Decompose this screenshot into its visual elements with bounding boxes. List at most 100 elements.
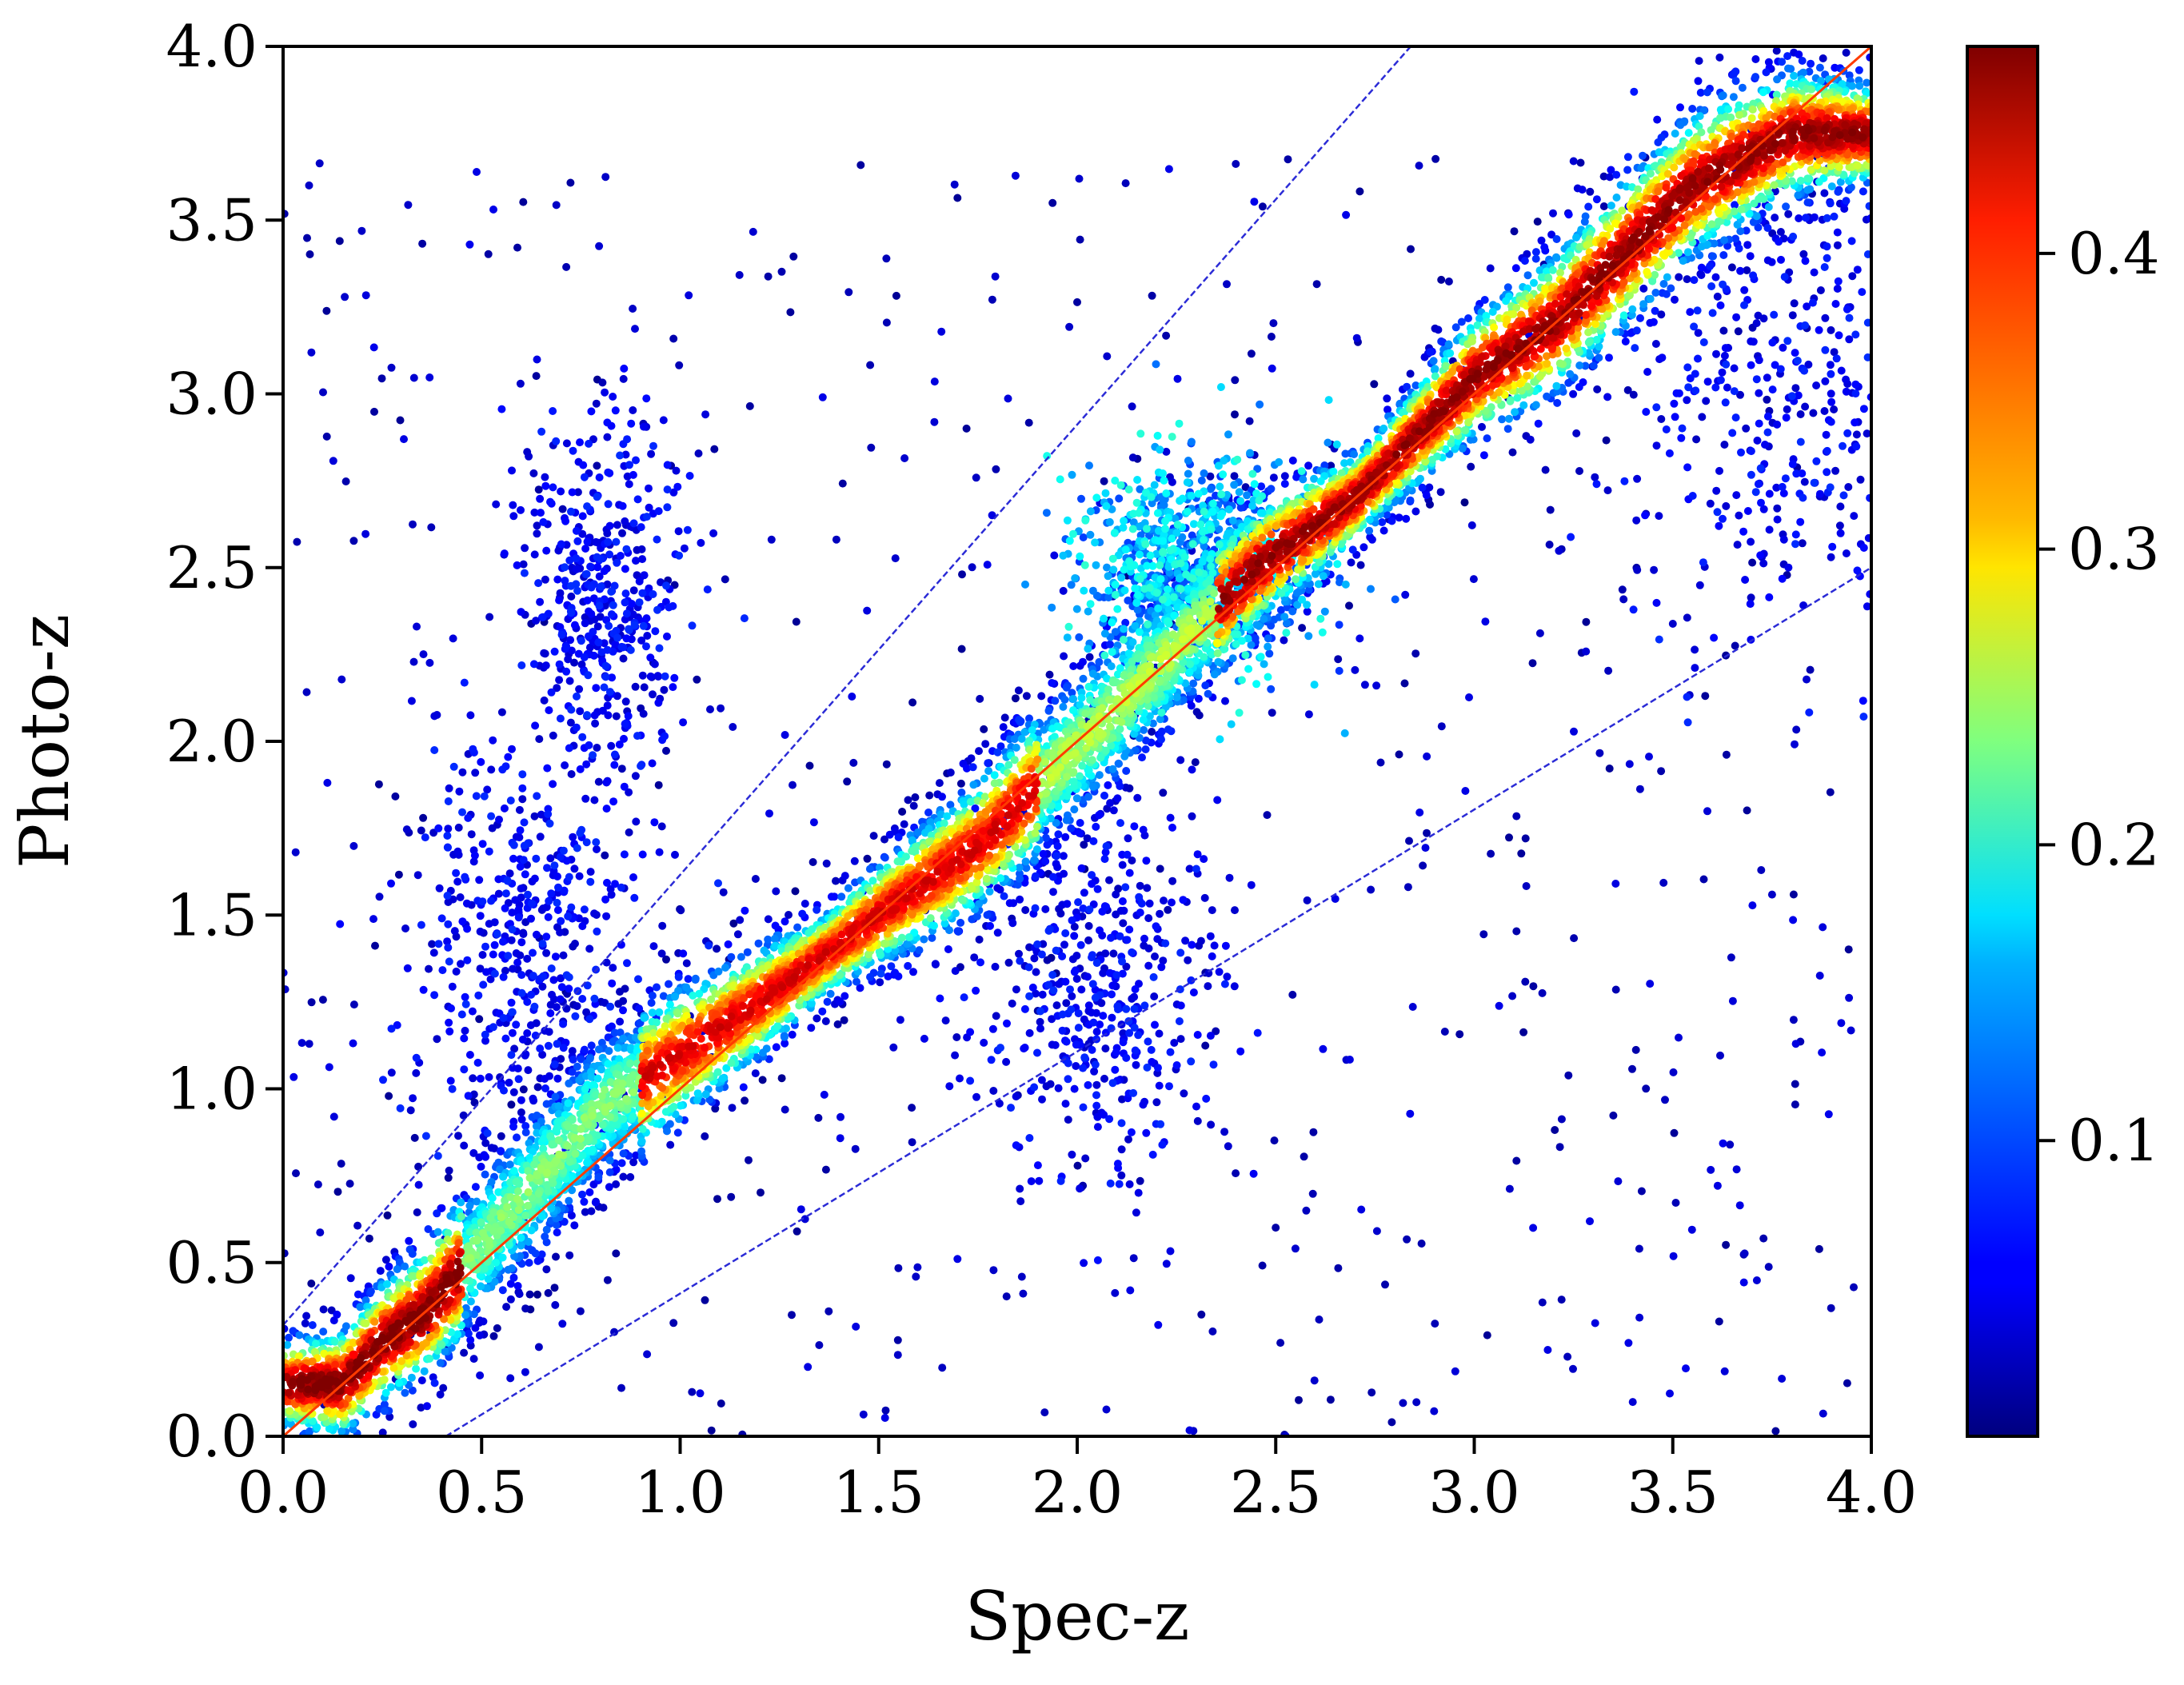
scatter-point [1162,331,1171,340]
scatter-point [793,923,802,932]
scatter-point [1091,1060,1100,1069]
scatter-point [551,1300,560,1309]
scatter-point [908,1138,916,1147]
scatter-point [1429,357,1438,365]
scatter-point [515,1290,524,1299]
scatter-point [866,972,874,981]
scatter-point [1251,634,1260,642]
scatter-point [1083,972,1092,981]
scatter-point [609,797,618,806]
scatter-point [1437,722,1446,731]
scatter-point [1258,202,1267,211]
scatter-point [403,964,412,972]
scatter-point [952,1033,961,1041]
scatter-point [337,675,346,684]
scatter-point [341,477,350,485]
scatter-point [649,942,658,951]
scatter-point [1716,106,1725,114]
scatter-point [736,916,745,924]
scatter-point [679,718,688,727]
scatter-point [453,877,462,886]
scatter-point [1100,855,1109,864]
scatter-point [548,990,556,999]
scatter-point [553,906,562,914]
scatter-point [1118,860,1127,869]
scatter-point [538,613,547,621]
scatter-point [777,1074,786,1083]
scatter-point [1052,852,1060,860]
scatter-point [1111,1288,1120,1297]
scatter-point [580,905,589,914]
scatter-point [1151,1020,1159,1029]
scatter-point [1582,647,1591,656]
scatter-point [1200,469,1208,477]
scatter-point [1851,380,1860,389]
scatter-point [1575,467,1583,475]
scatter-point [1335,666,1344,675]
scatter-point [1735,244,1743,253]
scatter-point [1114,1005,1122,1014]
scatter-point [1140,934,1148,943]
scatter-point [893,1351,902,1360]
scatter-point [1125,868,1134,877]
scatter-point [1719,280,1727,289]
scatter-point [1291,1244,1300,1253]
scatter-point [676,1101,685,1110]
scatter-point [1036,1024,1044,1033]
scatter-point [584,671,593,680]
scatter-point [1755,419,1763,428]
scatter-point [1263,811,1272,820]
scatter-point [603,645,612,654]
scatter-point [1835,331,1843,340]
scatter-point [1607,166,1615,174]
scatter-point [594,1172,603,1181]
scatter-point [1690,276,1699,285]
scatter-point [1823,446,1831,455]
scatter-point [1108,990,1116,999]
scatter-point [1555,546,1563,555]
scatter-point [1134,1188,1143,1197]
scatter-point [1859,697,1867,705]
scatter-point [946,769,955,777]
scatter-point [1828,542,1837,551]
scatter-point [1628,1398,1637,1407]
scatter-point [1197,476,1206,485]
scatter-point [1651,340,1660,348]
scatter-point [533,355,541,364]
scatter-point [1061,929,1070,937]
scatter-point [1830,348,1839,357]
scatter-point [1773,75,1782,84]
scatter-point [1699,558,1707,567]
scatter-point [1367,885,1375,894]
scatter-point [889,1043,898,1052]
scatter-point [1268,709,1276,717]
scatter-point [721,964,729,972]
scatter-point [1661,1096,1669,1104]
scatter-point [751,875,760,883]
scatter-point [1073,297,1081,306]
scatter-point [1845,335,1854,344]
scatter-point [518,1035,527,1044]
scatter-point [1773,515,1782,524]
scatter-point [844,288,853,297]
scatter-point [467,830,476,839]
scatter-point [590,994,599,1003]
scatter-point [1089,837,1098,845]
scatter-point [1531,248,1540,257]
scatter-point [1334,655,1343,664]
scatter-point [1022,692,1031,701]
scatter-point [444,843,452,852]
scatter-point [638,850,647,859]
scatter-point [713,944,721,953]
scatter-point [1180,1089,1188,1098]
scatter-point [1575,383,1583,391]
scatter-point [570,864,579,873]
scatter-point [1405,837,1413,845]
scatter-point [576,707,585,716]
scatter-point [1719,1139,1727,1148]
scatter-point [534,485,543,494]
scatter-point [968,563,976,572]
scatter-point [1130,822,1139,831]
scatter-point [567,903,576,912]
